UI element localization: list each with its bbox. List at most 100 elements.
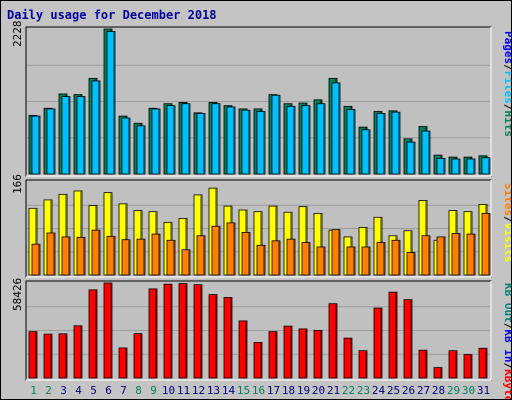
- bar-kbytes: [433, 367, 443, 379]
- x-tick-label: 27: [417, 384, 430, 397]
- bar-shade: [83, 97, 85, 174]
- bar-shade: [65, 334, 67, 378]
- x-tick-label: 3: [60, 384, 67, 397]
- bar-kbytes: [358, 350, 368, 379]
- bar-shade: [185, 218, 187, 275]
- x-tick-label: 15: [237, 384, 250, 397]
- bar-shade: [260, 212, 262, 275]
- bar-shade: [113, 236, 115, 275]
- bar-kbytes: [178, 283, 188, 379]
- bar-files: [31, 115, 41, 175]
- bar-kbytes: [148, 288, 158, 379]
- bar-files: [151, 108, 161, 175]
- x-tick-label: 24: [372, 384, 386, 397]
- bar-sites: [391, 239, 401, 276]
- bar-sites: [466, 233, 476, 276]
- bar-kbytes: [238, 320, 248, 379]
- legend-sep: /: [502, 64, 511, 71]
- bar-kbytes: [163, 283, 173, 379]
- x-tick-label: 17: [267, 384, 280, 397]
- bar-kbytes: [268, 331, 278, 379]
- bar-files: [166, 105, 176, 175]
- max-label-hits: 2228: [11, 21, 24, 48]
- bar-shade: [488, 213, 490, 275]
- bar-shade: [38, 244, 40, 275]
- bar-shade: [185, 284, 187, 378]
- bar-shade: [53, 109, 55, 174]
- legend-kb-in: KB In: [502, 329, 511, 362]
- bar-sites: [136, 238, 146, 276]
- bar-shade: [395, 292, 397, 378]
- x-tick-label: 26: [402, 384, 415, 397]
- bar-shade: [110, 283, 112, 378]
- x-axis-labels: 1 2 3 4 5 6 7 8 9 10 11 12 13 14 15 16 17 18 19 20 21 22 23 24 2…: [30, 384, 490, 397]
- bar-shade: [155, 289, 157, 378]
- legend-sep: /: [502, 216, 511, 223]
- bar-files: [121, 117, 131, 175]
- bar-shade: [158, 109, 160, 174]
- bar-shade: [173, 240, 175, 275]
- bar-kbytes: [448, 350, 458, 379]
- bar-shade: [320, 330, 322, 378]
- bar-sites: [151, 233, 161, 276]
- x-tick-label: 5: [90, 384, 97, 397]
- bar-sites: [106, 235, 116, 276]
- bar-sites: [361, 246, 371, 276]
- bar-sites: [436, 236, 446, 276]
- bar-shade: [128, 240, 130, 275]
- bar-shade: [443, 158, 445, 174]
- bar-shade: [260, 342, 262, 378]
- bar-shade: [458, 159, 460, 174]
- bar-shade: [263, 112, 265, 174]
- bar-shade: [368, 247, 370, 275]
- bar-sites: [421, 235, 431, 276]
- x-tick-label: 7: [120, 384, 127, 397]
- bar-kbytes: [313, 329, 323, 379]
- bar-files: [406, 141, 416, 175]
- bar-sites: [406, 252, 416, 276]
- bar-shade: [473, 234, 475, 275]
- bar-shade: [215, 295, 217, 378]
- bar-shade: [458, 234, 460, 275]
- bar-shade: [338, 230, 340, 275]
- x-tick-label: 1: [30, 384, 37, 397]
- bar-shade: [305, 207, 307, 275]
- bar-files: [181, 103, 191, 175]
- bar-shade: [143, 126, 145, 174]
- x-tick-label: 20: [312, 384, 325, 397]
- bar-shade: [305, 329, 307, 378]
- bar-kbytes: [88, 289, 98, 379]
- bar-shade: [173, 106, 175, 174]
- bar-shade: [320, 213, 322, 275]
- bar-kbytes: [478, 347, 488, 379]
- bar-files: [466, 158, 476, 175]
- bar-shade: [200, 195, 202, 275]
- panel-hits-files: [25, 26, 492, 177]
- bar-files: [106, 31, 116, 175]
- x-tick-label: 18: [282, 384, 295, 397]
- bar-sites: [46, 232, 56, 276]
- bar-shade: [83, 237, 85, 275]
- bar-kbytes: [133, 333, 143, 379]
- bar-shade: [290, 326, 292, 378]
- bar-sites: [196, 235, 206, 276]
- bar-shade: [110, 193, 112, 275]
- bar-kbytes: [328, 303, 338, 379]
- x-tick-label: 12: [192, 384, 205, 397]
- bar-files: [376, 113, 386, 175]
- bars-visits-sites: [28, 187, 491, 276]
- bar-shade: [98, 230, 100, 275]
- bar-files: [196, 113, 206, 175]
- bar-shade: [470, 355, 472, 378]
- bar-sites: [91, 229, 101, 276]
- bar-sites: [376, 242, 386, 276]
- bar-shade: [80, 326, 82, 378]
- bar-shade: [245, 321, 247, 378]
- legend-sep: /: [502, 323, 511, 330]
- bar-shade: [233, 107, 235, 174]
- bar-sites: [211, 225, 221, 276]
- bar-shade: [65, 194, 67, 275]
- x-tick-label: 28: [432, 384, 445, 397]
